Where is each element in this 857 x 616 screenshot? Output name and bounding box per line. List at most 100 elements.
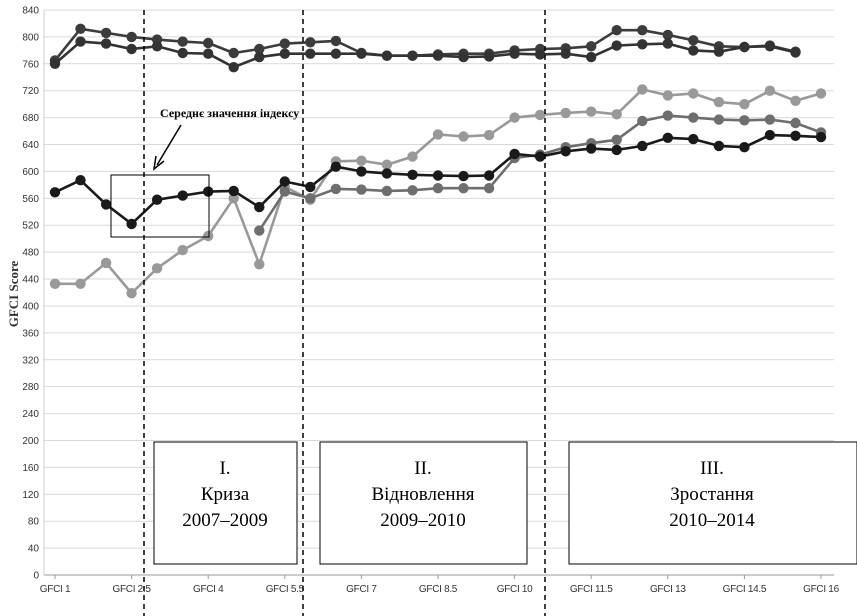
data-point xyxy=(280,186,290,196)
y-tick-label: 40 xyxy=(28,544,40,555)
data-point xyxy=(305,37,315,47)
x-tick-label: GFCI 1 xyxy=(40,584,71,595)
data-point xyxy=(688,35,698,45)
phase-2-numeral: II. xyxy=(414,458,431,479)
data-point xyxy=(407,185,417,195)
data-point xyxy=(688,88,698,98)
data-point xyxy=(484,170,494,180)
data-point xyxy=(178,245,188,255)
data-point xyxy=(612,145,622,155)
data-point xyxy=(663,38,673,48)
data-point xyxy=(765,114,775,124)
data-point xyxy=(382,186,392,196)
y-tick-label: 720 xyxy=(22,86,39,97)
data-point xyxy=(509,49,519,59)
x-tick-label: GFCI 7 xyxy=(346,584,377,595)
data-point xyxy=(765,130,775,140)
x-tick-label: GFCI 13 xyxy=(650,584,686,595)
y-tick-label: 80 xyxy=(28,517,40,528)
data-point xyxy=(458,52,468,62)
data-point xyxy=(356,49,366,59)
series-1 xyxy=(50,24,801,66)
data-point xyxy=(790,131,800,141)
data-point xyxy=(407,151,417,161)
y-tick-label: 680 xyxy=(22,113,39,124)
data-point xyxy=(484,183,494,193)
data-point xyxy=(356,166,366,176)
data-point xyxy=(484,51,494,61)
data-point xyxy=(714,47,724,57)
phase-box-3: III. Зростання 2010–2014 xyxy=(569,442,857,564)
data-point xyxy=(790,47,800,57)
phase-box-2: II. Відновлення 2009–2010 xyxy=(320,442,527,564)
y-tick-label: 600 xyxy=(22,167,39,178)
data-point xyxy=(739,99,749,109)
y-tick-label: 480 xyxy=(22,248,39,259)
x-tick-label: GFCI 10 xyxy=(497,584,533,595)
data-point xyxy=(714,141,724,151)
data-point xyxy=(637,25,647,35)
data-point xyxy=(126,288,136,298)
series-line xyxy=(259,116,821,231)
x-tick-label: GFCI 2.5 xyxy=(113,584,152,595)
data-point xyxy=(586,52,596,62)
data-point xyxy=(331,162,341,172)
data-point xyxy=(816,88,826,98)
phase-3-name: Зростання xyxy=(670,484,754,505)
data-point xyxy=(126,219,136,229)
data-point xyxy=(535,110,545,120)
data-point xyxy=(101,28,111,38)
data-point xyxy=(637,141,647,151)
data-point xyxy=(433,170,443,180)
phase-2-name: Відновлення xyxy=(372,484,475,505)
phase-box-1: I. Криза 2007–2009 xyxy=(154,442,297,564)
y-tick-label: 840 xyxy=(22,6,39,17)
data-point xyxy=(50,187,60,197)
y-tick-label: 800 xyxy=(22,32,39,43)
data-point xyxy=(382,168,392,178)
data-point xyxy=(178,36,188,46)
data-point xyxy=(203,186,213,196)
data-point xyxy=(663,90,673,100)
data-point xyxy=(178,190,188,200)
annotation-label: Середнє значення індексу xyxy=(160,106,299,120)
data-point xyxy=(688,134,698,144)
x-tick-label: GFCI 5.5 xyxy=(266,584,305,595)
data-point xyxy=(331,49,341,59)
data-point xyxy=(637,116,647,126)
data-point xyxy=(152,41,162,51)
data-point xyxy=(407,170,417,180)
data-point xyxy=(382,51,392,61)
data-point xyxy=(433,183,443,193)
data-point xyxy=(229,48,239,58)
x-tick-label: GFCI 11.5 xyxy=(570,584,613,595)
phase-3-numeral: III. xyxy=(700,458,724,479)
data-point xyxy=(75,175,85,185)
data-point xyxy=(739,115,749,125)
data-point xyxy=(714,114,724,124)
data-point xyxy=(229,186,239,196)
data-point xyxy=(50,59,60,69)
x-tick-label: GFCI 8.5 xyxy=(419,584,458,595)
data-point xyxy=(612,109,622,119)
data-point xyxy=(714,97,724,107)
y-tick-label: 640 xyxy=(22,140,39,151)
phase-1-numeral: I. xyxy=(219,458,230,479)
y-tick-label: 120 xyxy=(22,490,39,501)
data-point xyxy=(765,86,775,96)
data-point xyxy=(765,41,775,51)
y-tick-label: 520 xyxy=(22,221,39,232)
x-tick-label: GFCI 16 xyxy=(803,584,839,595)
data-point xyxy=(280,176,290,186)
data-point xyxy=(305,193,315,203)
y-tick-label: 240 xyxy=(22,409,39,420)
data-point xyxy=(356,184,366,194)
data-point xyxy=(126,44,136,54)
y-tick-label: 400 xyxy=(22,301,39,312)
data-point xyxy=(535,49,545,59)
data-point xyxy=(407,51,417,61)
data-point xyxy=(254,52,264,62)
y-axis-label: GFCI Score xyxy=(6,260,21,327)
data-point xyxy=(637,39,647,49)
data-point xyxy=(229,62,239,72)
